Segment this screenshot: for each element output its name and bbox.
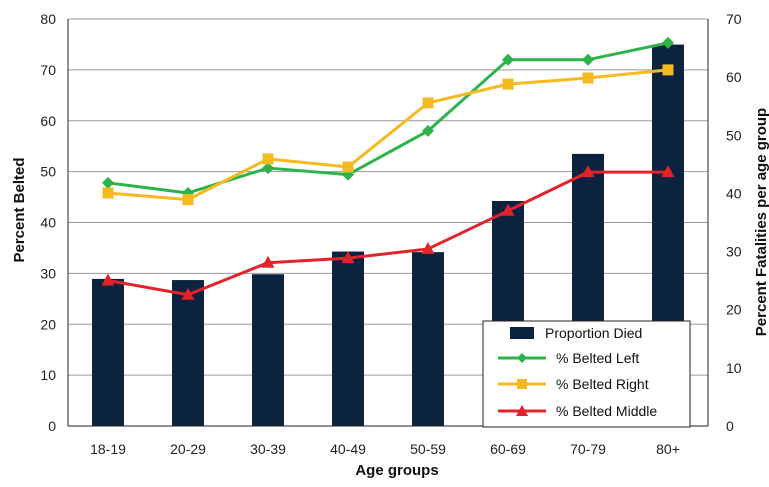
x-tick-label: 30-39 [250, 441, 286, 457]
point-belted-right [582, 72, 594, 84]
x-tick-label: 50-59 [410, 441, 446, 457]
y2-axis-title: Percent Fatalities per age group [753, 108, 769, 336]
point-belted-right [502, 78, 514, 90]
point-belted-middle [661, 165, 675, 178]
bar-proportion-died [92, 278, 124, 426]
legend-marker-belted-middle [516, 405, 528, 416]
point-belted-middle [501, 203, 515, 216]
point-belted-left [422, 124, 434, 137]
x-tick-label: 20-29 [170, 441, 206, 457]
y2-tick-label: 60 [726, 69, 742, 85]
point-belted-middle [341, 251, 355, 264]
line-belted-left [107, 41, 669, 195]
legend-marker-belted-right [517, 379, 527, 389]
x-tick-label: 40-49 [330, 441, 366, 457]
legend: Proportion Died % Belted Left % Belted R… [482, 320, 691, 428]
y-tick-label: 40 [40, 215, 56, 231]
line-belted-right [107, 68, 669, 202]
point-belted-left [502, 53, 514, 66]
point-belted-right [342, 161, 354, 173]
legend-item-belted-right: % Belted Right [498, 376, 649, 392]
x-axis-title: Age groups [355, 462, 438, 479]
y-tick-label: 10 [40, 367, 56, 383]
point-belted-right [102, 187, 114, 199]
y-tick-label: 50 [40, 164, 56, 180]
point-belted-right [182, 194, 194, 206]
bar-proportion-died [332, 251, 364, 426]
legend-item-bar: Proportion Died [510, 325, 642, 341]
legend-label-proportion-died: Proportion Died [545, 325, 642, 341]
legend-item-belted-middle: % Belted Middle [498, 403, 657, 419]
y2-tick-label: 50 [726, 127, 742, 143]
y2-tick-label: 20 [726, 302, 742, 318]
legend-swatch-proportion-died [510, 327, 534, 339]
point-belted-middle [421, 241, 435, 254]
legend-label-belted-left: % Belted Left [556, 350, 639, 366]
bar-proportion-died [172, 280, 204, 426]
y2-tick-label: 0 [726, 418, 734, 434]
point-belted-left [262, 162, 274, 175]
point-belted-middle [181, 287, 195, 300]
line-belted-middle [107, 170, 668, 297]
y-tick-label: 0 [48, 418, 56, 434]
y2-tick-label: 40 [726, 185, 742, 201]
line-series [101, 36, 675, 300]
bar-proportion-died [412, 252, 444, 426]
y-tick-label: 70 [40, 62, 56, 78]
point-belted-middle [101, 273, 115, 286]
bar-proportion-died [252, 274, 284, 426]
point-belted-middle [581, 165, 595, 178]
point-belted-left [102, 176, 114, 189]
y-axis-title: Percent Belted [11, 157, 28, 262]
y-tick-label: 30 [40, 265, 56, 281]
y2-tick-label: 30 [726, 244, 742, 260]
point-belted-left [582, 53, 594, 66]
x-tick-label: 70-79 [570, 441, 606, 457]
y-tick-label: 80 [40, 11, 56, 27]
x-tick-label: 60-69 [490, 441, 526, 457]
legend-marker-belted-left [517, 353, 527, 363]
x-tick-label: 80+ [656, 441, 680, 457]
point-belted-right [262, 153, 274, 165]
y-tick-label: 20 [40, 316, 56, 332]
point-belted-right [422, 97, 434, 109]
point-belted-left [662, 36, 674, 49]
legend-label-belted-right: % Belted Right [556, 376, 649, 392]
point-belted-right [662, 64, 674, 76]
legend-label-belted-middle: % Belted Middle [556, 403, 657, 419]
y2-tick-label: 70 [726, 11, 742, 27]
y-tick-label: 60 [40, 113, 56, 129]
legend-item-belted-left: % Belted Left [498, 350, 639, 366]
point-belted-middle [261, 255, 275, 268]
y2-tick-label: 10 [726, 360, 742, 376]
tick-labels: 0 10 20 30 40 50 60 70 80 0 10 20 30 40 50 60 70 18-19 20-… [40, 11, 741, 457]
x-tick-label: 18-19 [90, 441, 126, 457]
